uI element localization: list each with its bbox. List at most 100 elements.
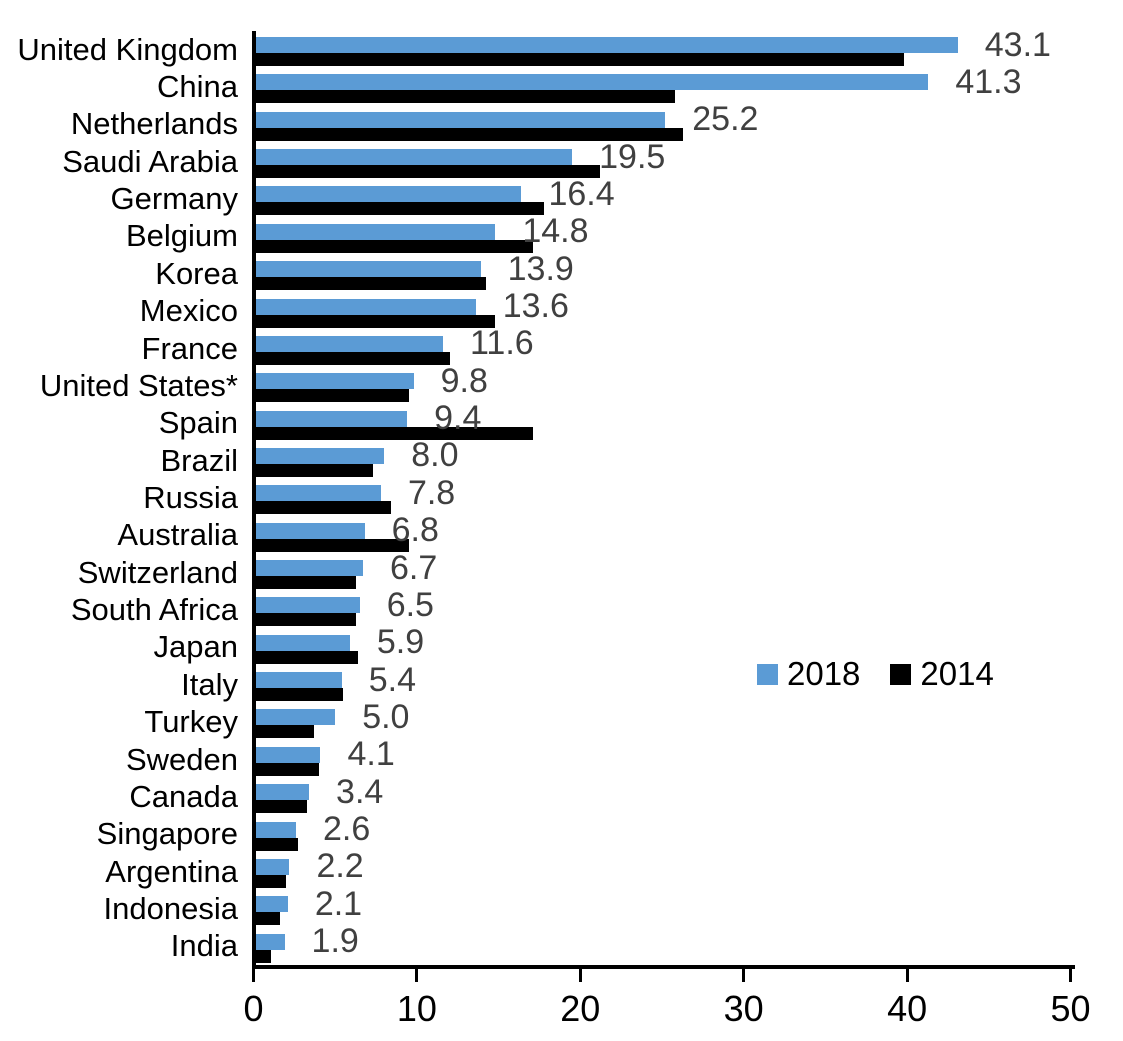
bar-2018-saudi-arabia [256,149,573,166]
x-tick-label-40: 40 [887,988,928,1029]
value-label-russia: 7.8 [407,473,456,512]
bar-2018-united-kingdom [256,37,958,53]
bar-2014-japan [256,650,359,664]
x-tick-label-0: 0 [243,988,264,1029]
value-label-japan: 5.9 [376,623,425,662]
category-label-switzerland: Switzerland [77,554,238,590]
bar-2018-korea [256,261,481,278]
bar-2014-canada [256,800,308,814]
legend-entry-2018: 2018 [757,655,860,693]
value-label-canada: 3.4 [336,772,384,811]
category-label-united-kingdom: United Kingdom [17,31,238,67]
bar-2014-argentina [256,874,287,888]
bar-2014-south-africa [256,613,357,627]
category-label-sweden: Sweden [125,741,238,777]
bar-2014-indonesia [256,912,280,926]
bar-2014-brazil [256,463,373,477]
bar-2018-canada [256,784,310,801]
bar-2014-sweden [256,762,319,776]
bar-2014-italy [256,688,344,702]
category-label-mexico: Mexico [139,293,238,329]
legend-swatch-2018 [757,663,778,685]
bar-2018-indonesia [256,896,288,913]
value-label-singapore: 2.6 [322,810,371,849]
category-label-united-states: United States* [39,367,238,403]
x-tick-0 [252,969,255,982]
value-label-switzerland: 6.7 [389,548,438,587]
bar-2014-korea [256,277,486,291]
value-label-sweden: 4.1 [347,735,395,774]
bar-2014-turkey [256,725,314,739]
value-label-saudi-arabia: 19.5 [599,137,666,176]
value-label-indonesia: 2.1 [314,884,363,923]
category-label-italy: Italy [181,666,238,702]
bar-2018-china [256,74,929,91]
category-label-turkey: Turkey [144,704,238,740]
legend-label-2018: 2018 [787,655,861,692]
category-label-singapore: Singapore [96,816,238,852]
category-label-china: China [157,69,238,105]
bar-2014-singapore [256,837,298,851]
category-label-belgium: Belgium [126,218,238,254]
bar-2014-france [256,351,450,365]
value-label-china: 41.3 [955,62,1022,101]
legend: 2018 2014 [757,655,994,693]
x-tick-10 [415,969,419,982]
category-label-south-africa: South Africa [70,592,238,628]
bar-2018-south-africa [256,597,360,614]
bar-2018-belgium [256,223,496,240]
category-label-spain: Spain [158,405,238,441]
x-tick-50 [1069,969,1072,982]
bar-2018-spain [256,410,408,427]
bar-2018-brazil [256,447,385,464]
value-label-mexico: 13.6 [502,287,569,326]
category-label-saudi-arabia: Saudi Arabia [62,143,238,179]
value-label-germany: 16.4 [548,174,615,213]
value-label-united-states: 9.8 [440,361,488,400]
bar-2014-saudi-arabia [256,165,600,179]
category-label-france: France [141,330,238,366]
value-label-spain: 9.4 [434,399,482,438]
bar-2018-united-states [256,373,414,390]
bar-2018-italy [256,672,342,689]
bar-2014-united-kingdom [256,53,904,66]
bar-2018-mexico [256,298,476,315]
bar-2018-india [256,933,285,950]
bar-2018-france [256,335,444,352]
x-tick-20 [578,969,582,982]
value-label-belgium: 14.8 [522,212,589,251]
bar-2014-australia [256,538,409,552]
value-label-italy: 5.4 [368,660,416,699]
category-label-russia: Russia [143,479,238,515]
x-tick-40 [905,969,909,982]
category-label-japan: Japan [153,629,238,665]
bar-2014-germany [256,202,545,216]
category-label-australia: Australia [117,517,238,553]
legend-entry-2014: 2014 [890,655,994,693]
bar-2018-russia [256,485,381,502]
bar-2018-sweden [256,746,321,763]
legend-label-2014: 2014 [920,655,994,692]
bar-2014-mexico [256,314,496,328]
bar-2018-switzerland [256,560,363,577]
value-label-korea: 13.9 [507,249,574,288]
bar-2018-singapore [256,821,296,838]
bar-2018-japan [256,634,350,651]
category-label-korea: Korea [155,255,238,291]
x-tick-30 [742,969,746,982]
value-label-brazil: 8.0 [411,436,459,475]
category-label-germany: Germany [110,181,238,217]
category-label-brazil: Brazil [160,442,238,478]
category-label-indonesia: Indonesia [103,890,238,926]
category-label-netherlands: Netherlands [70,106,238,142]
bar-2014-spain [256,426,533,440]
value-label-india: 1.9 [311,922,359,961]
category-label-argentina: Argentina [105,853,238,889]
value-label-turkey: 5.0 [362,697,410,736]
bar-2018-argentina [256,858,290,875]
x-tick-label-10: 10 [396,988,437,1029]
category-label-canada: Canada [129,778,238,814]
legend-swatch-2014 [890,663,912,685]
x-tick-label-50: 50 [1050,988,1091,1029]
